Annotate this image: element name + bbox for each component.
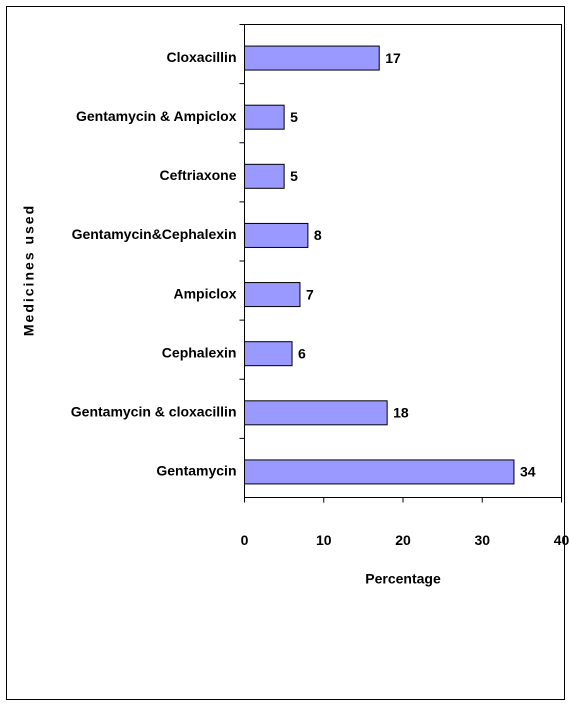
data-label: 34 [520, 464, 536, 480]
data-label: 6 [298, 345, 306, 361]
bar [244, 45, 380, 71]
bar [244, 104, 285, 130]
y-tick-label: Gentamycin & Ampiclox [76, 108, 237, 124]
y-tick-label: Gentamycin [156, 463, 236, 479]
data-label: 5 [290, 109, 298, 125]
y-tick-label: Gentamycin&Cephalexin [72, 226, 237, 242]
x-tick-label: 10 [316, 532, 332, 548]
y-tick-label: Ampiclox [173, 285, 236, 301]
bar [244, 222, 309, 248]
x-tick-label: 40 [554, 532, 569, 548]
y-tick-label: Ceftriaxone [159, 167, 236, 183]
x-tick-label: 30 [474, 532, 490, 548]
bar [244, 400, 388, 426]
data-label: 7 [306, 286, 314, 302]
y-tick-label: Cephalexin [162, 344, 237, 360]
bar [244, 459, 515, 485]
y-axis-label: Medicines used [21, 204, 37, 336]
x-tick-label: 0 [241, 532, 249, 548]
x-tick-label: 20 [395, 532, 411, 548]
data-label: 5 [290, 168, 298, 184]
y-tick-label: Cloxacillin [166, 49, 236, 65]
data-label: 8 [314, 227, 322, 243]
y-tick-label: Gentamycin & cloxacillin [71, 404, 237, 420]
data-label: 18 [393, 405, 409, 421]
bar [244, 282, 301, 308]
data-label: 17 [385, 50, 401, 66]
x-axis-label: Percentage [365, 571, 441, 587]
bar [244, 163, 285, 189]
bar [244, 341, 293, 367]
